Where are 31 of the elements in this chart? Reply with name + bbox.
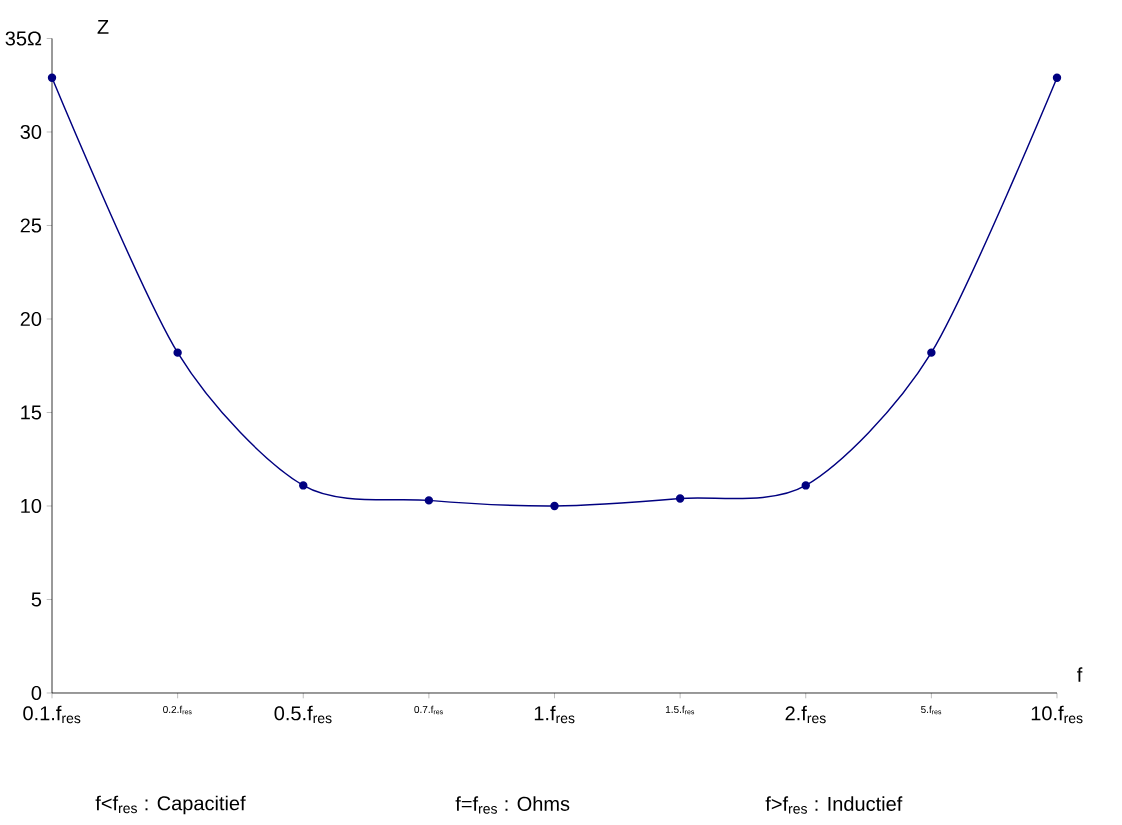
y-tick-label: 30: [20, 124, 42, 140]
point: [47, 73, 57, 82]
point: [299, 481, 308, 490]
point: [927, 348, 936, 357]
x-tick-label: 1.5.f$_{res}$: [665, 705, 695, 715]
y-tick-label: 5: [31, 592, 42, 607]
x-tick-label: 2.f$_{res}$: [785, 705, 826, 724]
x-tick-label: 0.7.f$_{res}$: [414, 705, 443, 715]
x-axis-title: f: [1077, 667, 1083, 682]
y-tick-label: 0: [31, 685, 42, 701]
x-tick-label: 0.5.f$_{res}$: [274, 705, 332, 724]
point: [801, 481, 810, 490]
x-tick-label: 10.f$_{res}$: [1031, 705, 1083, 724]
y-tick-label: 20: [20, 311, 42, 327]
text: f=f$_{res}$ : Ohms: [455, 796, 570, 814]
x-tick-label: 5.f$_{res}$: [921, 705, 942, 715]
text: f>f$_{res}$ : Inductief: [765, 796, 903, 814]
x-tick-label: 1.f$_{res}$: [534, 705, 575, 724]
y-axis-title: Z: [97, 20, 109, 34]
y-tick-label: 25: [20, 218, 42, 233]
point: [1052, 73, 1062, 82]
y-tick-label: 15: [21, 405, 42, 420]
text: f<f$_{res}$ : Capacitief: [95, 795, 246, 815]
point: [675, 494, 685, 503]
y-tick-label: 35Ω: [5, 31, 42, 46]
point: [550, 501, 559, 511]
x-tick-label: 0.1.f$_{res}$: [23, 705, 81, 724]
y-tick-label: 10: [21, 498, 42, 514]
point: [424, 496, 434, 505]
x-tick-label: 0.2.f$_{res}$: [163, 705, 192, 715]
point: [173, 348, 182, 357]
